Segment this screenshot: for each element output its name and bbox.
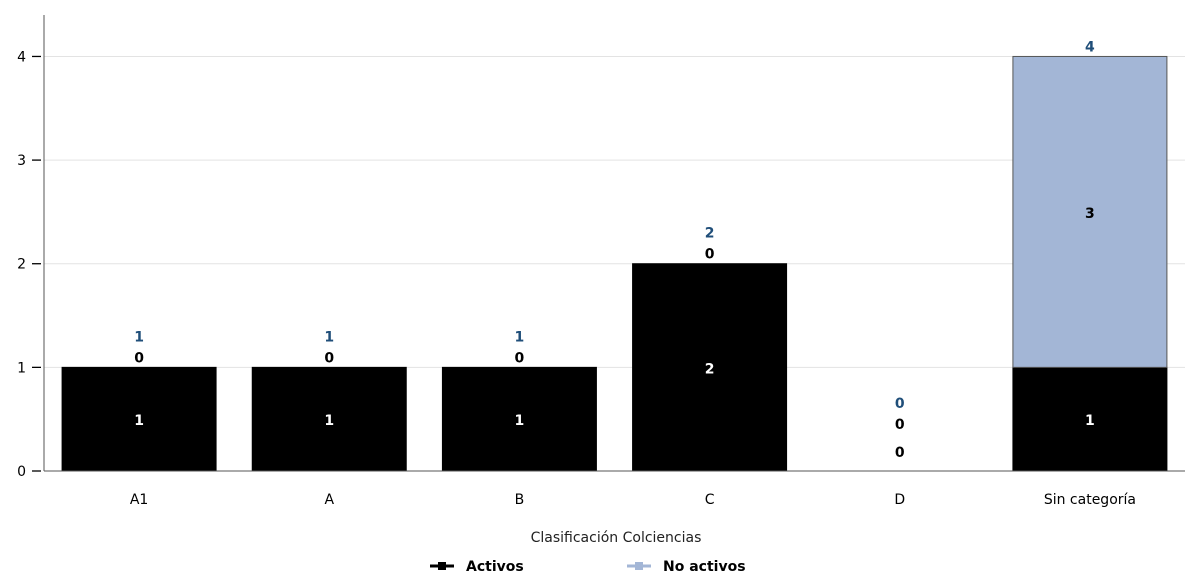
legend-item-no-activos: No activos	[627, 559, 746, 575]
label-total-3: 2	[705, 226, 715, 242]
x-tick-label-2: B	[515, 492, 525, 508]
legend: Activos No activos	[430, 559, 746, 575]
label-activos-0: 1	[134, 413, 144, 429]
bars-layer	[61, 55, 1168, 472]
y-tick-label-3: 3	[17, 153, 26, 169]
bar-activos-3	[632, 263, 788, 472]
y-tick-label-0: 0	[17, 464, 26, 480]
x-axis-label: Clasificación Colciencias	[531, 530, 702, 546]
bar-no-activos-5	[1012, 55, 1168, 368]
x-tick-label-5: Sin categoría	[1044, 492, 1136, 508]
legend-marker-1	[635, 562, 643, 570]
label-activos-2: 1	[515, 413, 525, 429]
label-total-2: 1	[515, 329, 525, 345]
label-total-0: 1	[134, 329, 144, 345]
label-activos-5: 1	[1085, 413, 1095, 429]
label-no-activos-0: 0	[134, 350, 144, 366]
legend-label-1: No activos	[663, 559, 746, 575]
x-tick-label-3: C	[705, 492, 715, 508]
label-no-activos-3: 0	[705, 247, 715, 263]
label-no-activos-1: 0	[324, 350, 334, 366]
y-tick-label-1: 1	[17, 360, 26, 376]
legend-marker-0	[438, 562, 446, 570]
legend-item-activos: Activos	[430, 559, 524, 575]
label-no-activos-5: 3	[1085, 206, 1095, 222]
label-total-5: 4	[1085, 39, 1095, 55]
data-labels-layer: 1 0 1 1 0 1 1 0 1 2 0 2 0 0 0 1 3 4	[134, 39, 1095, 461]
y-tick-label-4: 4	[17, 49, 26, 65]
label-activos-4: 0	[895, 445, 905, 461]
gridlines	[44, 55, 1185, 368]
label-activos-1: 1	[324, 413, 334, 429]
label-total-1: 1	[324, 329, 334, 345]
bar-activos-0	[61, 366, 217, 472]
label-total-4: 0	[895, 396, 905, 412]
label-no-activos-4: 0	[895, 417, 905, 433]
label-activos-3: 2	[705, 361, 715, 377]
bar-activos-2	[441, 366, 597, 472]
x-tick-label-4: D	[894, 492, 905, 508]
label-no-activos-2: 0	[515, 350, 525, 366]
legend-label-0: Activos	[466, 559, 524, 575]
y-tick-label-2: 2	[17, 257, 26, 273]
x-tick-label-1: A	[324, 492, 334, 508]
x-tick-label-0: A1	[130, 492, 148, 508]
axes-layer: 0 1 2 3 4 A1 A B C D Sin categoría	[17, 15, 1185, 508]
bar-activos-5	[1012, 366, 1168, 472]
